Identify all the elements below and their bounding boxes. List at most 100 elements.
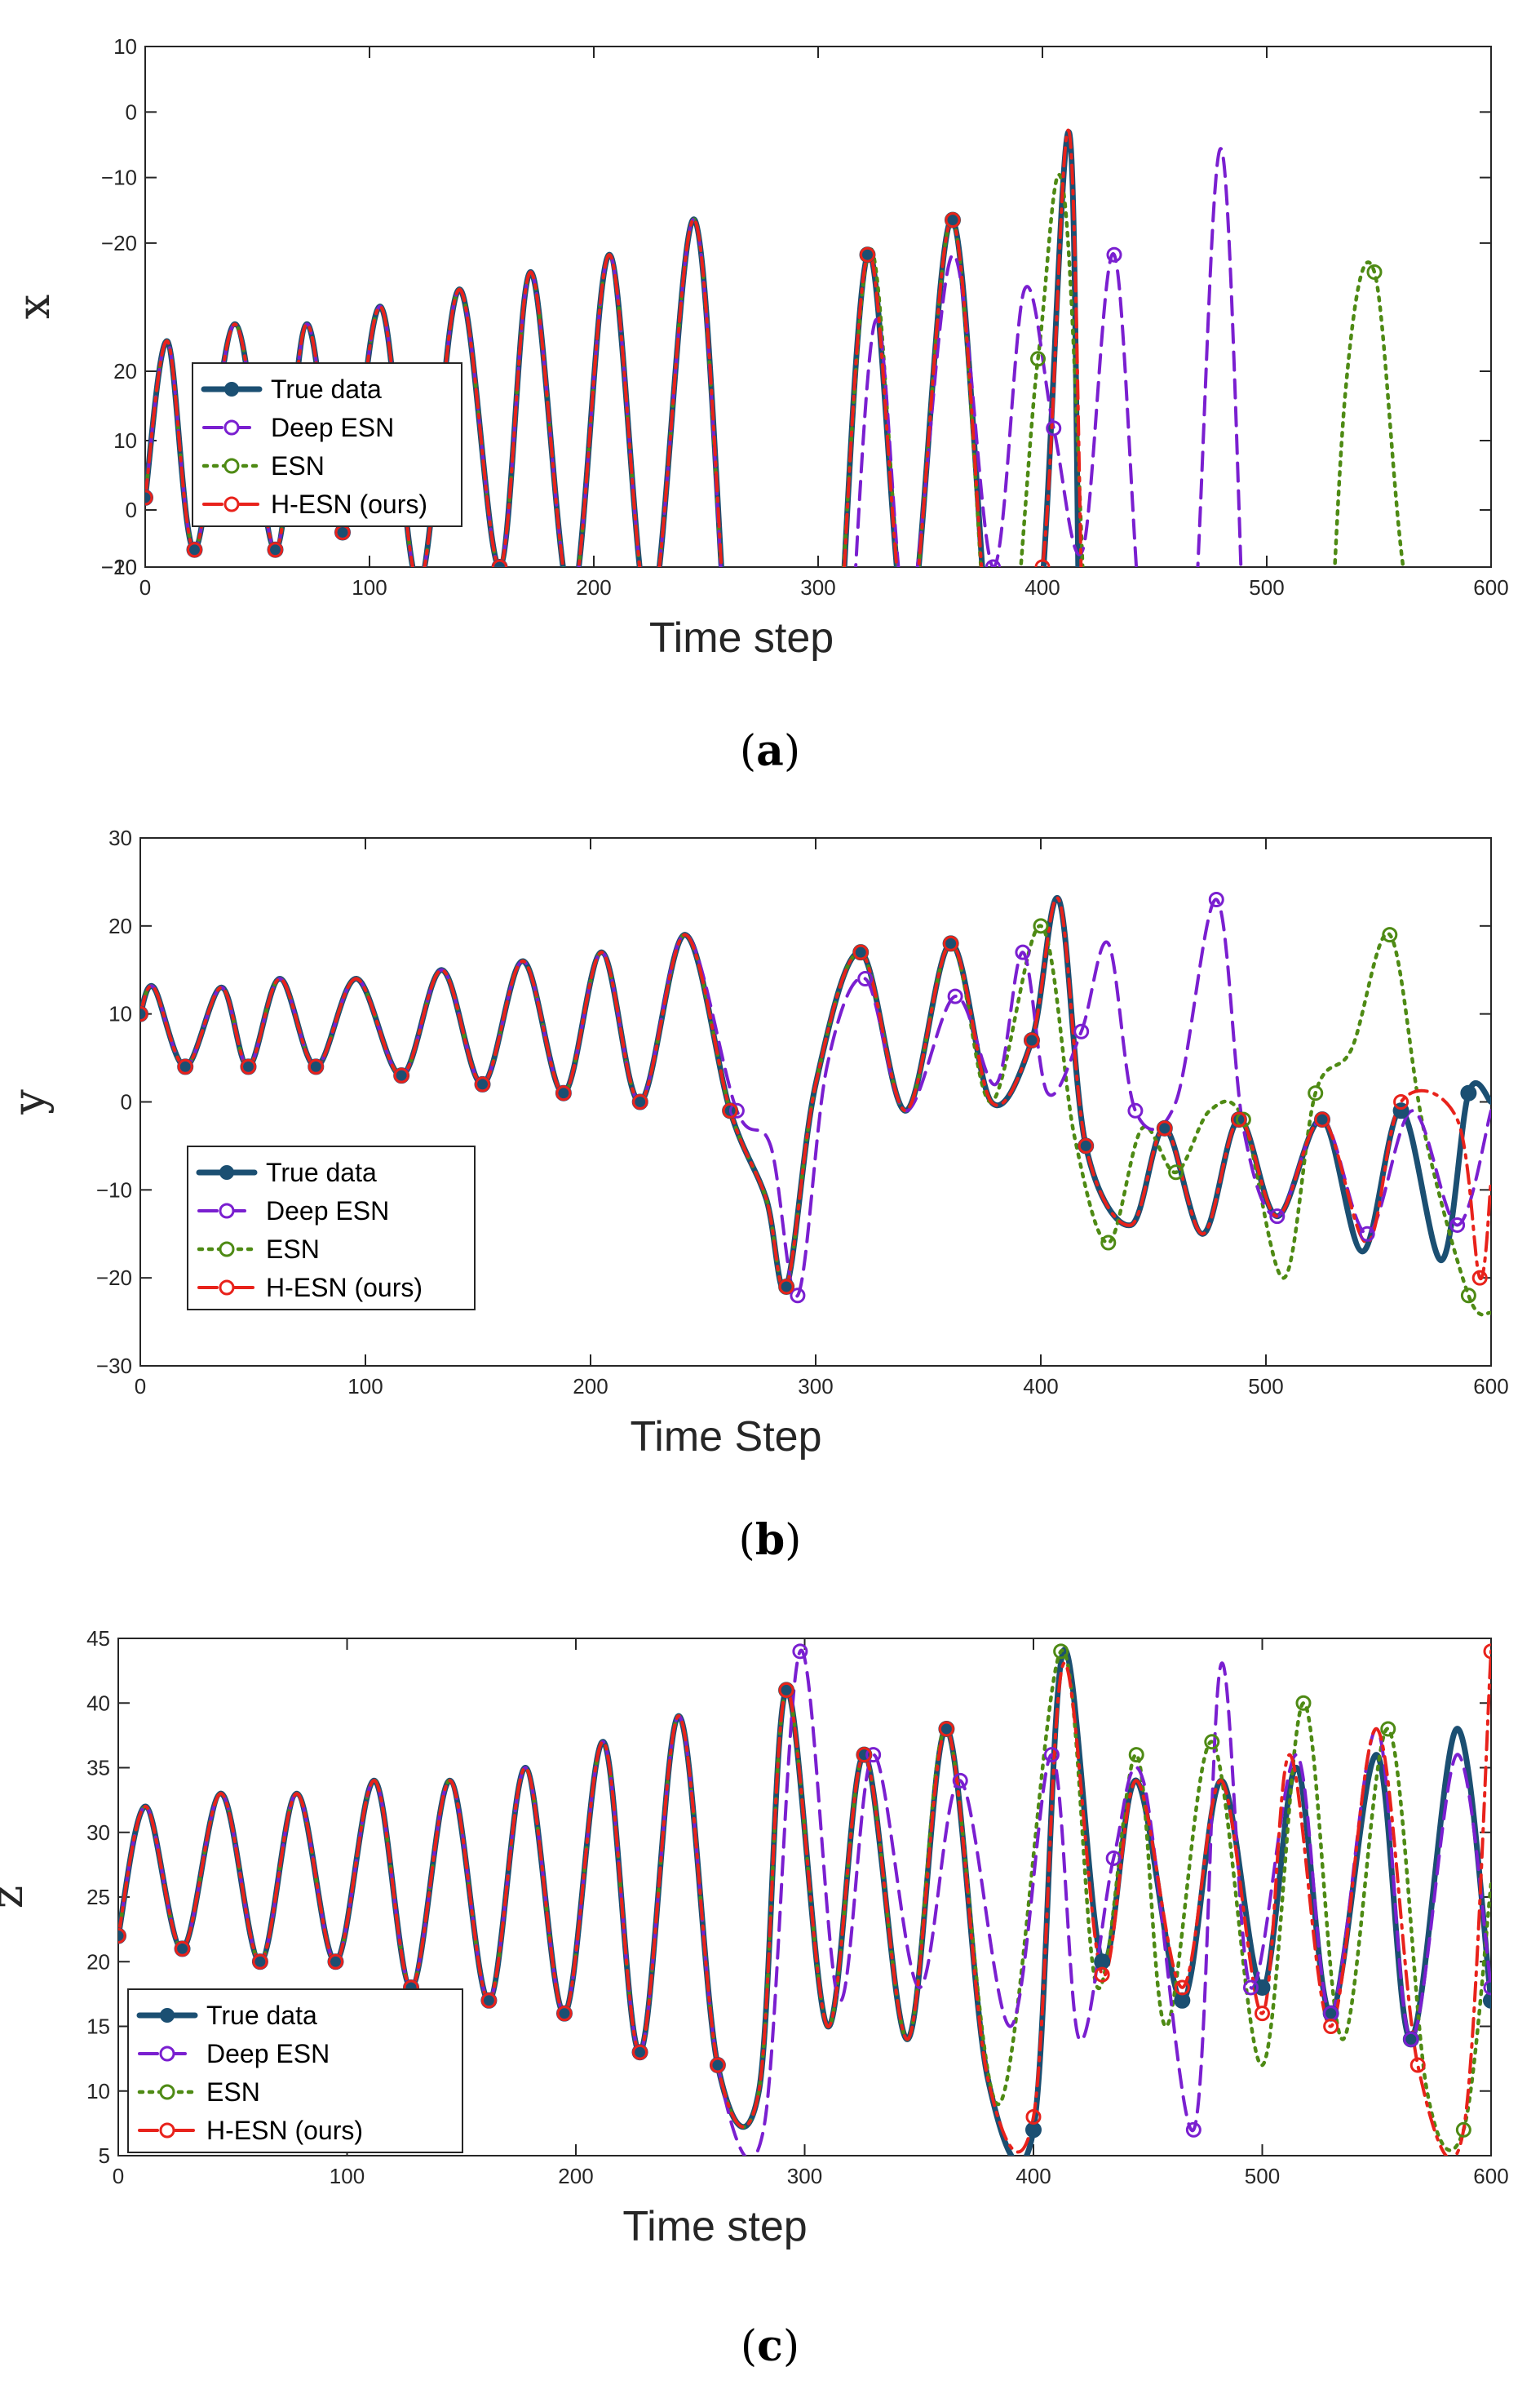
data-point-h-esn-ours <box>492 559 507 567</box>
data-point-h-esn-ours <box>1078 1137 1094 1154</box>
data-point-deep-esn <box>952 1772 968 1789</box>
x-tick-label: 200 <box>576 575 611 600</box>
x-tick-label: 100 <box>330 2164 365 2188</box>
data-point-h-esn-ours <box>1094 1966 1110 1983</box>
data-point-deep-esn <box>1359 1226 1375 1242</box>
x-tick-label: 0 <box>139 575 151 600</box>
y-tick-label: −20 <box>101 231 137 255</box>
data-point-deep-esn <box>865 1747 882 1763</box>
y-tick-label: 30 <box>108 826 132 850</box>
legend-entry-label: ESN <box>206 2077 260 2107</box>
data-point-h-esn-ours <box>555 1085 572 1101</box>
data-point-h-esn-ours <box>140 1006 148 1022</box>
data-point-deep-esn <box>1185 2121 1201 2138</box>
legend: True data Deep ESN ESN H-ESN (ours) <box>192 362 462 527</box>
y-tick-label: 20 <box>113 359 137 383</box>
series-group <box>140 891 1491 1317</box>
data-point-h-esn-ours <box>177 1058 193 1075</box>
data-point-h-esn-ours <box>943 935 959 951</box>
data-point-esn <box>1382 927 1398 943</box>
data-point-deep-esn <box>1073 1023 1090 1039</box>
data-point-deep-esn <box>1127 1102 1144 1119</box>
y-tick-label: −10 <box>101 166 137 190</box>
legend-swatch-marker <box>223 458 240 474</box>
legend-entry-label: ESN <box>271 451 325 481</box>
data-point-h-esn-ours <box>722 1102 738 1119</box>
y-tick-label: −10 <box>96 1177 132 1202</box>
data-point-h-esn-ours <box>175 1940 191 1957</box>
x-tick-label: 600 <box>1473 2164 1508 2188</box>
data-point-esn <box>1100 1234 1117 1251</box>
data-point-deep-esn <box>1449 1217 1466 1233</box>
data-point-esn <box>1366 264 1383 280</box>
data-point-deep-esn <box>728 1102 745 1119</box>
data-point-h-esn-ours <box>1174 1979 1190 1996</box>
data-point-esn <box>1460 1288 1476 1304</box>
data-point-deep-esn <box>1043 1747 1060 1763</box>
y-tick-label: 10 <box>108 1002 132 1026</box>
data-point-h-esn-ours <box>938 1721 954 1737</box>
data-point-deep-esn <box>1483 1979 1491 1996</box>
data-point-h-esn-ours <box>187 542 202 558</box>
data-point-h-esn-ours <box>240 1058 256 1075</box>
data-point-true-data <box>1174 1992 1191 2009</box>
legend-swatch-marker <box>160 2008 175 2023</box>
x-tick-label: 200 <box>558 2164 593 2188</box>
data-point-h-esn-ours <box>778 1682 794 1698</box>
panel-caption-letter: b <box>755 1515 785 1565</box>
x-tick-label: 300 <box>800 575 835 600</box>
data-point-esn <box>1308 1085 1324 1101</box>
data-point-deep-esn <box>1015 944 1031 960</box>
legend-entry-label: ESN <box>266 1234 320 1264</box>
data-point-h-esn-ours <box>1314 1111 1330 1128</box>
data-point-h-esn-ours <box>945 212 961 228</box>
legend-entry-label: H-ESN (ours) <box>271 490 427 519</box>
data-point-h-esn-ours <box>1255 2006 1270 2022</box>
legend-entry-label: True data <box>206 2001 317 2030</box>
data-point-h-esn-ours <box>1034 559 1051 567</box>
data-point-h-esn-ours <box>1024 1032 1040 1048</box>
x-tick-label: 0 <box>113 2164 124 2188</box>
y-tick-label: −30 <box>96 1354 132 1378</box>
x-axis-label: Time step <box>649 614 834 662</box>
legend-swatch-marker <box>223 419 240 436</box>
y-axis-label: z <box>0 1886 33 1908</box>
data-point-h-esn-ours <box>308 1058 324 1075</box>
x-tick-label: 100 <box>347 1374 383 1398</box>
data-point-esn <box>1295 1695 1312 1711</box>
series-line-h-esn-ours <box>118 1649 1491 2156</box>
data-point-h-esn-ours <box>252 1953 268 1970</box>
y-tick-label: 30 <box>86 1820 110 1845</box>
data-point-esn <box>1204 1734 1220 1750</box>
panel-caption-letter: c <box>757 2321 783 2371</box>
y-tick-label: 5 <box>99 2143 110 2168</box>
y-tick-label: 45 <box>86 1626 110 1651</box>
data-point-deep-esn <box>1106 246 1122 263</box>
x-tick-label: 400 <box>1016 2164 1051 2188</box>
x-axis-label: Time step <box>622 2203 807 2250</box>
x-tick-label: 0 <box>135 1374 146 1398</box>
data-point-h-esn-ours <box>1409 2057 1426 2073</box>
legend-swatch-marker <box>219 1241 235 1257</box>
data-point-deep-esn <box>790 1288 806 1304</box>
y-tick-label: 10 <box>113 34 137 59</box>
legend: True data Deep ESN ESN H-ESN (ours) <box>127 1988 463 2153</box>
legend: True data Deep ESN ESN H-ESN (ours) <box>187 1146 476 1310</box>
data-point-h-esn-ours <box>393 1067 409 1084</box>
data-point-h-esn-ours <box>778 1279 794 1295</box>
data-point-h-esn-ours <box>1231 1111 1247 1128</box>
legend-swatch-marker <box>224 382 239 397</box>
legend-entry-label: True data <box>271 375 382 404</box>
series-line-h-esn-ours <box>140 896 1491 1292</box>
y-tick-label: 20 <box>86 1949 110 1974</box>
x-tick-label: 500 <box>1245 2164 1280 2188</box>
x-tick-label: 300 <box>787 2164 822 2188</box>
legend-entry-label: Deep ESN <box>266 1196 389 1226</box>
data-point-esn <box>1235 1111 1251 1128</box>
data-point-deep-esn <box>1403 2031 1419 2047</box>
legend-swatch-marker <box>159 2084 175 2100</box>
data-point-h-esn-ours <box>1471 1270 1488 1286</box>
data-point-h-esn-ours <box>268 542 283 558</box>
x-axis-label: Time Step <box>630 1413 821 1461</box>
